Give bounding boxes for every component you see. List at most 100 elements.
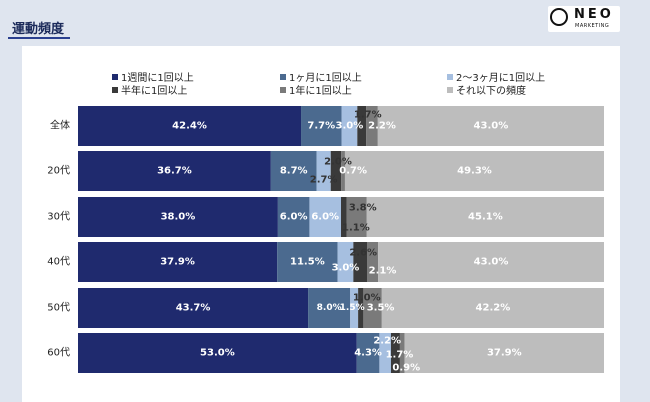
bar-segment xyxy=(357,106,367,146)
title-underline xyxy=(8,37,70,39)
category-label: 50代 xyxy=(47,302,70,314)
bar-segment xyxy=(78,242,278,282)
data-label: 1.0% xyxy=(353,293,381,304)
bar-segment xyxy=(377,106,604,146)
legend-item-5: 1年に1回以上 xyxy=(280,82,352,97)
bar-segment xyxy=(366,197,604,237)
bar-segment xyxy=(78,151,271,191)
data-label: 38.0% xyxy=(161,212,196,223)
legend-label-4: 半年に1回以上 xyxy=(121,86,188,97)
category-label: 20代 xyxy=(47,165,70,177)
data-label: 8.0% xyxy=(317,303,342,313)
data-label: 11.5% xyxy=(290,257,325,268)
data-label: 3.8% xyxy=(349,203,377,214)
legend-swatch-3 xyxy=(447,74,453,80)
legend-label-2: 1ヶ月に1回以上 xyxy=(289,73,362,84)
data-label: 1.5% xyxy=(340,303,365,313)
bar-segment xyxy=(379,333,391,373)
data-label: 3.0% xyxy=(336,121,364,132)
bar-segment xyxy=(356,333,380,373)
data-label: 0.9% xyxy=(392,363,420,374)
bar-segment xyxy=(341,151,345,191)
bar-segment xyxy=(277,197,310,237)
legend-item-2: 1ヶ月に1回以上 xyxy=(280,69,362,84)
bar-segment xyxy=(270,151,317,191)
bar-segment xyxy=(301,106,342,146)
bar-segment xyxy=(358,288,364,328)
legend-swatch-1 xyxy=(112,74,118,80)
bar-segment xyxy=(381,288,604,328)
bar-segment xyxy=(363,288,382,328)
logo-wordmark: NEO xyxy=(574,7,614,22)
bar-segment xyxy=(337,242,354,282)
data-label: 6.0% xyxy=(311,212,339,223)
legend-swatch-6 xyxy=(447,87,453,93)
category-label: 40代 xyxy=(47,256,70,268)
legend-swatch-5 xyxy=(280,87,286,93)
data-label: 37.9% xyxy=(487,348,522,359)
data-label: 42.2% xyxy=(476,303,511,314)
page-title: 運動頻度 xyxy=(12,22,65,37)
bar-segment xyxy=(78,288,309,328)
bar-segment xyxy=(399,333,405,373)
data-label: 43.0% xyxy=(474,121,509,132)
data-label: 37.9% xyxy=(160,257,195,268)
bar-segment xyxy=(78,333,357,373)
legend-item-3: 2～3ヶ月に1回以上 xyxy=(447,69,545,84)
data-label: 42.4% xyxy=(172,121,207,132)
bar-segment xyxy=(78,197,278,237)
data-label: 2.2% xyxy=(373,336,401,347)
bar-segment xyxy=(378,242,604,282)
bar-segment xyxy=(366,106,378,146)
legend-item-6: それ以下の頻度 xyxy=(447,82,526,97)
category-label: 全体 xyxy=(50,119,70,132)
data-label: 2.2% xyxy=(368,121,396,132)
legend-item-1: 1週間に1回以上 xyxy=(112,69,194,84)
bar-segment xyxy=(404,333,604,373)
logo-mark-icon xyxy=(550,8,568,26)
category-label: 60代 xyxy=(47,347,70,359)
bar-segment xyxy=(367,242,379,282)
legend-swatch-4 xyxy=(112,87,118,93)
data-label: 49.3% xyxy=(457,166,492,177)
data-label: 1.7% xyxy=(386,350,414,361)
legend-label-5: 1年に1回以上 xyxy=(289,86,352,97)
data-label: 3.5% xyxy=(367,303,395,314)
category-label: 30代 xyxy=(47,211,70,223)
bar-segment xyxy=(344,151,604,191)
neo-marketing-logo: NEO MARKETING xyxy=(548,6,620,32)
bar-segment xyxy=(309,197,341,237)
legend-label-3: 2～3ヶ月に1回以上 xyxy=(456,73,546,84)
data-label: 2.0% xyxy=(324,157,352,168)
legend-item-4: 半年に1回以上 xyxy=(112,82,187,97)
data-label: 1.1% xyxy=(342,223,370,234)
data-label: 53.0% xyxy=(200,348,235,359)
bar-segment xyxy=(346,197,367,237)
data-label: 4.3% xyxy=(354,348,382,359)
data-label: 43.0% xyxy=(474,257,509,268)
bar-segment xyxy=(330,151,342,191)
bar-segment xyxy=(277,242,338,282)
bar-segment xyxy=(341,197,347,237)
bar-segment xyxy=(341,106,358,146)
bar-segment xyxy=(316,151,331,191)
legend-label-6: それ以下の頻度 xyxy=(456,86,526,97)
data-label: 8.7% xyxy=(280,166,308,177)
data-label: 6.0% xyxy=(280,212,308,223)
data-label: 3.0% xyxy=(332,263,360,274)
data-label: 36.7% xyxy=(157,166,192,177)
bar-segment xyxy=(308,288,351,328)
data-label: 45.1% xyxy=(468,212,503,223)
bar-segment xyxy=(390,333,400,373)
bar-segment xyxy=(78,106,302,146)
data-label: 1.7% xyxy=(354,110,382,121)
legend-label-1: 1週間に1回以上 xyxy=(121,73,194,84)
data-label: 43.7% xyxy=(176,303,211,314)
legend-swatch-2 xyxy=(280,74,286,80)
data-label: 7.7% xyxy=(307,121,335,132)
data-label: 2.1% xyxy=(369,266,397,277)
logo-subtext: MARKETING xyxy=(575,23,610,29)
data-label: 2.7% xyxy=(310,175,338,186)
